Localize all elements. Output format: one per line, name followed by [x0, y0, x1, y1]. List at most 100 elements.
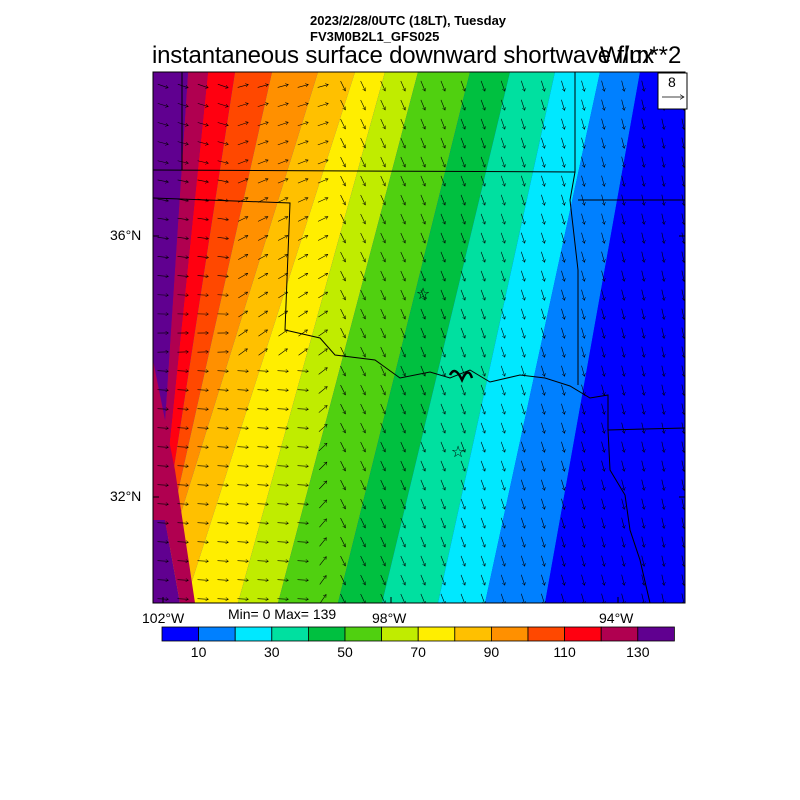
wind-arrow-icon [601, 498, 605, 510]
wind-arrow-icon [177, 83, 188, 88]
wind-arrow-icon [661, 251, 664, 263]
wind-arrow-icon [177, 103, 188, 106]
wind-arrow-icon [661, 574, 664, 586]
wind-arrow-icon [297, 409, 309, 410]
colorbar-tick-label: 130 [626, 644, 650, 660]
vector-legend-value: 8 [668, 74, 676, 90]
wind-arrow-icon [520, 384, 524, 395]
wind-arrow-icon [297, 599, 309, 600]
wind-arrow-icon [177, 542, 189, 543]
wind-arrow-icon [317, 198, 328, 203]
wind-arrow-icon [641, 327, 645, 339]
wind-arrow-icon [661, 270, 664, 282]
wind-arrow-icon [400, 232, 405, 243]
wind-arrow-icon [440, 574, 445, 585]
wind-arrow-icon [681, 517, 684, 529]
colorbar-tick-label: 30 [264, 644, 280, 660]
wind-arrow-icon [297, 160, 308, 165]
wind-arrow-icon [340, 175, 346, 186]
wind-arrow-icon [500, 118, 505, 129]
wind-arrow-icon [561, 536, 564, 548]
flux-band [185, 72, 385, 603]
wind-arrow-icon [177, 485, 189, 486]
wind-arrow-icon [257, 235, 268, 241]
wind-arrow-icon [380, 156, 386, 167]
city-marker-star-icon: ☆ [451, 442, 465, 461]
wind-arrow-icon [621, 498, 625, 510]
colorbar-swatch [234, 626, 273, 642]
map-title: instantaneous surface downward shortwave… [152, 42, 654, 69]
wind-arrow-icon [360, 460, 366, 471]
wind-arrow-icon [480, 365, 485, 376]
wind-arrow-icon [360, 574, 366, 585]
wind-arrow-icon [217, 276, 229, 277]
wind-arrow-icon [157, 218, 169, 220]
wind-arrow-icon [177, 561, 189, 562]
wind-arrow-icon [217, 390, 229, 391]
wind-arrow-icon [317, 141, 328, 146]
wind-arrow-icon [480, 289, 485, 300]
wind-arrow-icon [621, 270, 625, 282]
wind-arrow-icon [380, 365, 386, 376]
wind-arrow-icon [681, 118, 684, 130]
wind-arrow-icon [601, 80, 605, 92]
flux-band [545, 72, 685, 603]
wind-arrow-icon [177, 599, 189, 600]
wind-arrow-icon [520, 118, 524, 129]
wind-arrow-icon [641, 460, 645, 472]
wind-arrow-icon [500, 270, 505, 281]
wind-arrow-icon [197, 256, 209, 257]
colorbar-tick-label: 10 [190, 644, 207, 660]
wind-arrow-icon [237, 103, 249, 107]
wind-arrow-icon [480, 327, 485, 338]
colorbar-swatch [271, 626, 309, 642]
wind-arrow-icon [641, 555, 645, 567]
wind-arrow-icon [360, 479, 366, 490]
wind-arrow-icon [318, 330, 327, 337]
wind-arrow-icon [297, 542, 309, 543]
wind-arrow-icon [420, 137, 425, 148]
wind-arrow-icon [460, 232, 465, 243]
wind-arrow-icon [480, 194, 485, 205]
wind-arrow-icon [257, 542, 269, 543]
wind-arrow-icon [500, 346, 505, 357]
wind-arrow-icon [681, 498, 684, 510]
wind-arrow-icon [641, 517, 645, 529]
wind-arrow-icon [340, 346, 346, 357]
wind-arrow-icon [177, 141, 189, 145]
wind-arrow-icon [217, 218, 229, 220]
wind-arrow-icon [360, 308, 366, 319]
wind-arrow-icon [277, 160, 288, 165]
wind-arrow-icon [157, 428, 169, 429]
wind-arrow-icon [581, 156, 584, 168]
wind-arrow-icon [500, 137, 505, 148]
wind-arrow-icon [297, 580, 309, 581]
wind-arrow-icon [237, 447, 249, 448]
wind-arrow-icon [237, 235, 248, 241]
wind-arrow-icon [641, 498, 645, 510]
wind-arrow-icon [217, 237, 229, 238]
wind-arrow-icon [480, 270, 485, 281]
lat-label-36n: 36°N [110, 227, 142, 243]
wind-arrow-icon [197, 276, 209, 277]
wind-arrow-icon [318, 349, 328, 356]
wind-arrow-icon [400, 422, 405, 433]
wind-arrow-icon [641, 308, 645, 320]
wind-arrow-icon [297, 85, 309, 88]
wind-arrow-icon [298, 330, 307, 337]
wind-arrow-icon [217, 141, 229, 145]
wind-arrow-icon [641, 232, 645, 244]
wind-arrow-icon [177, 237, 189, 238]
wind-arrow-icon [177, 428, 189, 429]
wind-arrow-icon [237, 466, 249, 467]
wind-arrow-icon [317, 179, 328, 184]
wind-arrow-icon [500, 308, 505, 319]
wind-arrow-icon [400, 251, 405, 262]
wind-arrow-icon [297, 179, 308, 184]
wind-arrow-icon [238, 349, 248, 356]
wind-arrow-icon [500, 251, 505, 262]
wind-arrow-icon [380, 593, 386, 603]
wind-arrow-icon [277, 371, 289, 372]
wind-arrow-icon [681, 555, 684, 567]
wind-arrow-icon [621, 137, 625, 149]
